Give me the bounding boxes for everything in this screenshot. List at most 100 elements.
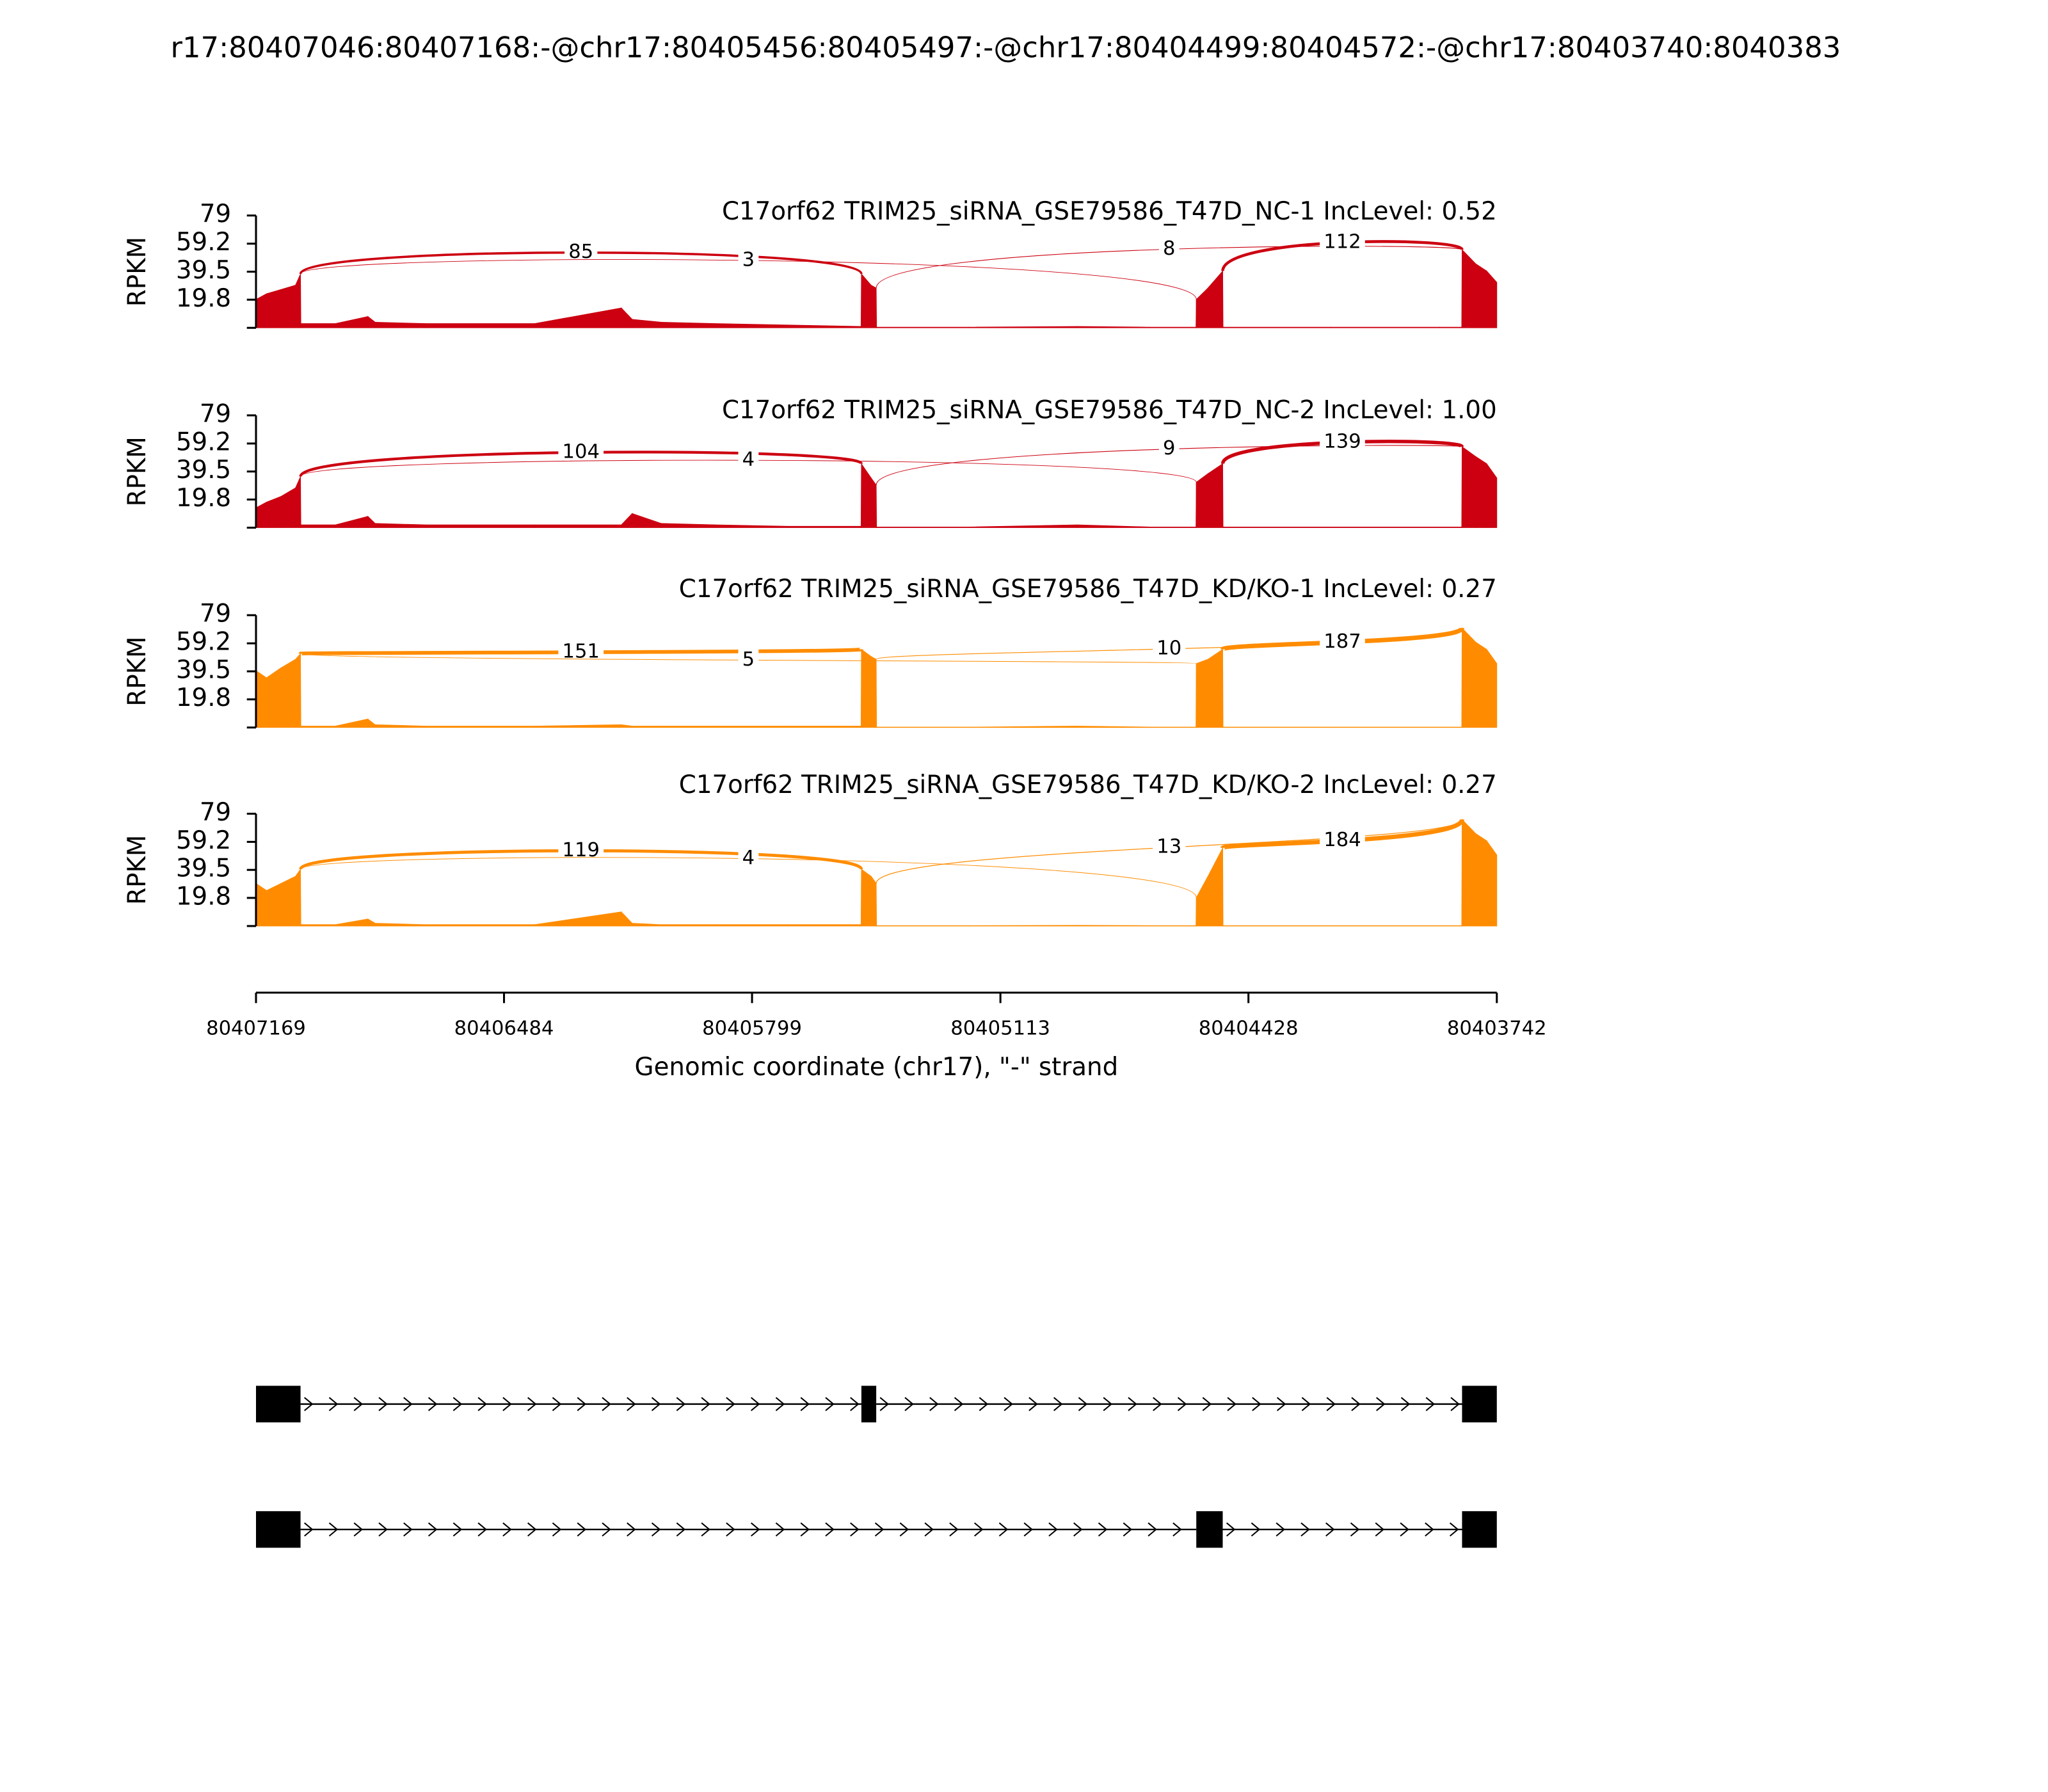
- coverage-area: [715, 726, 788, 728]
- coverage-area: [1475, 641, 1487, 728]
- coverage-area: [876, 925, 970, 927]
- strand-chevron: [998, 1522, 1009, 1537]
- strand-chevron: [527, 1522, 537, 1537]
- strand-chevron: [949, 1522, 959, 1537]
- coverage-area: [1439, 925, 1462, 927]
- y-tick-label: 79: [200, 200, 231, 228]
- panel: 19.839.559.279 RPKM C17orf62 TRIM25_siRNA_…: [123, 575, 1498, 729]
- coverage-area: [425, 924, 535, 927]
- strand-chevron: [726, 1522, 735, 1537]
- exon: [1462, 1386, 1497, 1423]
- strand-chevron: [1350, 1522, 1360, 1537]
- strand-chevron: [899, 1522, 909, 1537]
- coverage-area: [300, 726, 336, 728]
- coverage-area: [300, 323, 336, 328]
- junction-label: 13: [1156, 836, 1181, 858]
- strand-chevron: [1276, 1522, 1286, 1537]
- coverage-area: [1149, 925, 1197, 927]
- strand-chevron: [1048, 1522, 1058, 1537]
- coverage-area: [876, 288, 877, 328]
- strand-chevron: [1148, 1522, 1157, 1537]
- y-tick-label: 39.5: [176, 655, 231, 684]
- coverage-area: [1222, 463, 1224, 528]
- coverage-area: [787, 525, 861, 528]
- strand-chevron: [527, 1396, 537, 1411]
- coverage-area: [1149, 726, 1197, 728]
- strand-chevron: [775, 1396, 785, 1411]
- y-tick-label: 39.5: [176, 456, 231, 484]
- strand-chevron: [1226, 1522, 1236, 1537]
- exon: [1462, 1511, 1497, 1548]
- coverage-area: [1462, 627, 1476, 728]
- coverage-area: [425, 524, 535, 528]
- coverage-area: [876, 484, 877, 528]
- coverage-area: [1439, 326, 1462, 328]
- strand-chevron: [1400, 1396, 1411, 1411]
- y-tick-label: 59.2: [176, 428, 231, 456]
- junction-label: 104: [563, 440, 600, 463]
- y-tick-label: 39.5: [176, 256, 231, 285]
- strand-chevron: [1449, 1522, 1459, 1537]
- junction-label: 4: [742, 449, 755, 471]
- strand-chevron: [924, 1522, 934, 1537]
- strand-chevron: [1300, 1522, 1310, 1537]
- junction-label-bg: [738, 646, 759, 672]
- junction-label: 139: [1324, 431, 1361, 453]
- strand-chevron: [627, 1522, 636, 1537]
- coverage-area: [266, 883, 282, 927]
- coverage-area: [1222, 726, 1332, 728]
- coverage-area: [1486, 648, 1498, 728]
- strand-chevron: [850, 1396, 860, 1411]
- coverage-area: [1149, 326, 1197, 328]
- coverage-area: [266, 496, 282, 528]
- y-tick-label: 79: [200, 798, 231, 827]
- panel-title: C17orf62 TRIM25_siRNA_GSE79586_T47D_NC-1…: [722, 197, 1497, 226]
- strand-chevron: [428, 1522, 438, 1537]
- junction-label: 9: [1163, 437, 1175, 460]
- coverage-area: [255, 883, 267, 927]
- junction-label-bg: [558, 439, 604, 465]
- junction-label-bg: [558, 837, 604, 863]
- strand-chevron: [1153, 1396, 1162, 1411]
- coverage-area: [280, 876, 296, 927]
- strand-chevron: [874, 1522, 884, 1537]
- strand-chevron: [751, 1522, 760, 1537]
- strand-chevron: [726, 1396, 735, 1411]
- junction-label: 10: [1156, 637, 1181, 659]
- coverage-area: [255, 670, 267, 728]
- strand-chevron: [1004, 1396, 1013, 1411]
- panel-title: C17orf62 TRIM25_siRNA_GSE79586_T47D_KD/K…: [679, 771, 1497, 799]
- exon: [256, 1386, 301, 1423]
- coverage-area: [1207, 648, 1223, 728]
- coverage-area: [1331, 326, 1440, 328]
- strand-chevron: [477, 1396, 487, 1411]
- x-tick-label: 80407169: [206, 1018, 306, 1040]
- coverage-area: [870, 284, 877, 328]
- coverage-area: [861, 868, 872, 927]
- coverage-area: [295, 653, 301, 728]
- exon: [256, 1511, 301, 1548]
- strand-chevron: [502, 1522, 512, 1537]
- coverage-area: [876, 326, 970, 328]
- coverage-area: [870, 655, 877, 728]
- coverage-area: [660, 924, 716, 927]
- junction-label-bg: [1153, 834, 1186, 860]
- coverage-area: [266, 667, 282, 728]
- strand-chevron: [577, 1396, 587, 1411]
- x-tick-label: 80405113: [950, 1018, 1050, 1040]
- strand-chevron: [1053, 1396, 1063, 1411]
- junction-label: 119: [563, 839, 600, 861]
- coverage-area: [266, 289, 282, 328]
- strand-chevron: [304, 1522, 314, 1537]
- transcript: [256, 1386, 1497, 1423]
- coverage-area: [1486, 270, 1498, 328]
- coverage-area: [425, 323, 535, 328]
- y-axis-label: RPKM: [123, 436, 152, 506]
- junction-label-bg: [738, 247, 759, 273]
- junction-label: 8: [1163, 237, 1175, 260]
- coverage-area: [280, 285, 296, 328]
- strand-chevron: [800, 1522, 810, 1537]
- strand-chevron: [825, 1522, 835, 1537]
- coverage-area: [1222, 925, 1332, 927]
